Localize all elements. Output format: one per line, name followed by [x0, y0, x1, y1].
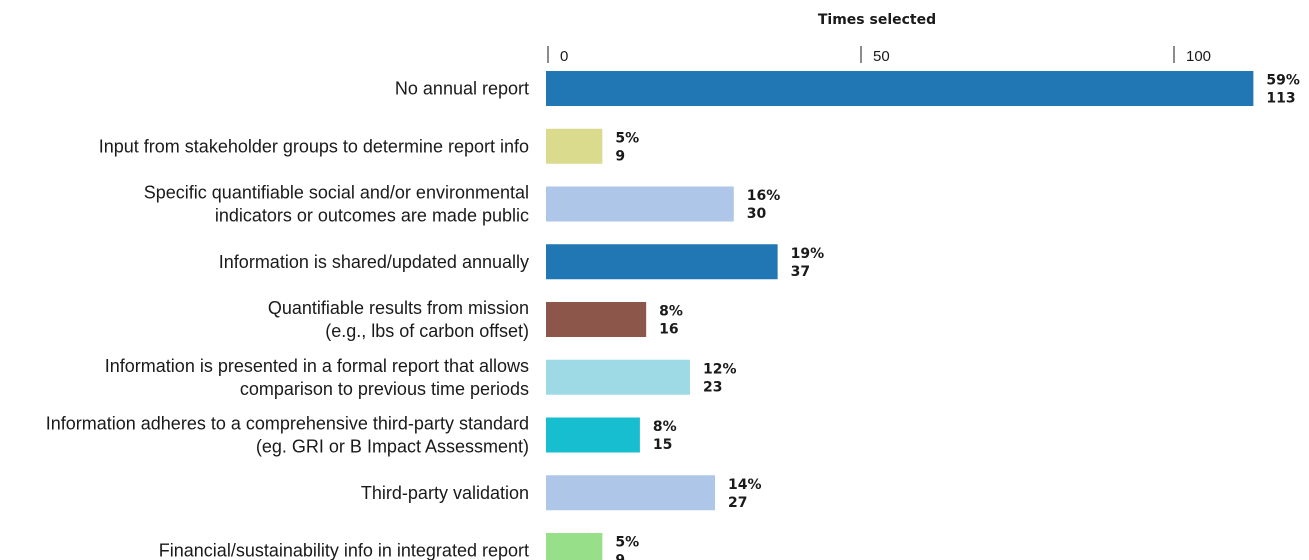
count-label: 30: [747, 206, 767, 222]
percent-label: 12%: [703, 361, 737, 377]
bar: [546, 71, 1254, 106]
category-label: (eg. GRI or B Impact Assessment): [256, 437, 529, 457]
category-label: Information adheres to a comprehensive t…: [46, 414, 529, 434]
category-label: Quantifiable results from mission: [268, 298, 529, 318]
bars: [546, 71, 1254, 560]
percent-label: 8%: [653, 419, 677, 435]
count-label: 23: [703, 379, 722, 395]
category-labels: No annual report Input from stakeholder g…: [46, 79, 529, 560]
category-label: Specific quantifiable social and/or envi…: [144, 183, 529, 203]
percent-label: 59%: [1266, 73, 1300, 89]
count-label: 16: [659, 322, 678, 338]
count-label: 37: [791, 264, 810, 280]
count-label: 9: [615, 553, 625, 560]
count-label: 15: [653, 437, 672, 453]
percent-label: 5%: [615, 535, 639, 551]
bar: [546, 302, 647, 337]
category-label: No annual report: [395, 79, 529, 99]
category-label: indicators or outcomes are made public: [215, 206, 529, 226]
category-label: Financial/sustainability info in integra…: [159, 541, 529, 560]
percent-label: 19%: [791, 246, 825, 262]
category-label: (e.g., lbs of carbon offset): [325, 321, 529, 341]
category-label: Third-party validation: [361, 483, 529, 503]
bar: [546, 128, 603, 164]
bar: [546, 475, 716, 511]
bar: [546, 359, 690, 395]
x-axis-ticks: 0 50 100: [547, 46, 1211, 65]
count-label: 27: [728, 495, 747, 511]
percent-label: 5%: [615, 130, 639, 146]
x-axis-title: Times selected: [818, 12, 936, 28]
category-label: Input from stakeholder groups to determi…: [99, 136, 529, 156]
category-label: Information is shared/updated annually: [219, 252, 529, 272]
x-tick-label: 100: [1186, 48, 1211, 65]
percent-label: 16%: [747, 188, 781, 204]
bar: [546, 417, 640, 453]
count-label: 9: [615, 148, 625, 164]
category-label: Information is presented in a formal rep…: [105, 356, 529, 376]
data-labels: 59% 113 5% 9 16% 30 19% 37 8% 16 12% 23 8% 15 14% 27 5% 9: [615, 73, 1300, 560]
bar: [546, 533, 603, 560]
category-label: comparison to previous time periods: [240, 379, 529, 399]
count-label: 113: [1266, 91, 1295, 107]
percent-label: 14%: [728, 477, 762, 493]
x-tick-label: 0: [560, 48, 568, 65]
bar: [546, 244, 778, 280]
x-tick-label: 50: [873, 48, 890, 65]
percent-label: 8%: [659, 304, 683, 320]
bar: [546, 186, 734, 222]
